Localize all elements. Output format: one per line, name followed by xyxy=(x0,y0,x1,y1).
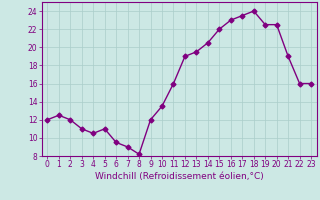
X-axis label: Windchill (Refroidissement éolien,°C): Windchill (Refroidissement éolien,°C) xyxy=(95,172,264,181)
